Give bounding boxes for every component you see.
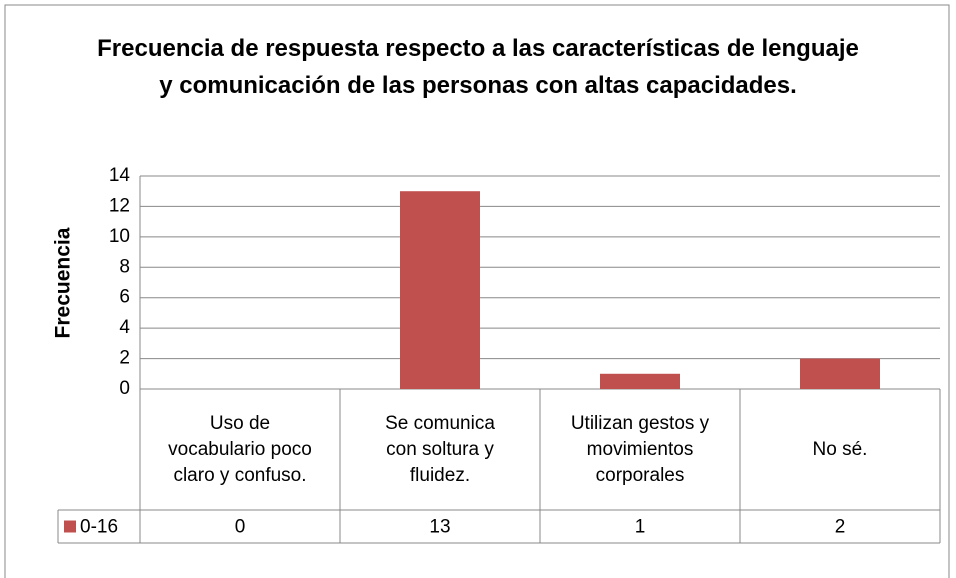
y-tick-label: 0 — [119, 378, 130, 399]
y-axis-label: Frecuencia — [52, 227, 75, 338]
y-tick-label: 6 — [119, 287, 130, 308]
x-tick-label: Utilizan gestos y movimientos corporales — [570, 412, 710, 486]
y-tick-label: 12 — [109, 195, 130, 216]
y-tick-label: 2 — [119, 348, 130, 369]
chart-border — [4, 4, 950, 578]
table-value: 13 — [429, 517, 450, 538]
table-value: 2 — [835, 517, 846, 538]
y-tick-label: 8 — [119, 256, 130, 277]
table-value: 1 — [635, 517, 646, 538]
bar — [400, 191, 480, 389]
chart-title: Frecuencia de respuesta respecto a las c… — [97, 35, 859, 99]
y-tick-label: 10 — [109, 226, 130, 247]
y-tick-label: 14 — [109, 165, 131, 186]
legend-swatch — [64, 520, 76, 533]
x-tick-label: No sé. — [812, 438, 868, 460]
legend-label: 0-16 — [80, 517, 118, 538]
bar — [600, 373, 680, 389]
table-value: 0 — [235, 517, 246, 538]
y-tick-label: 4 — [119, 317, 130, 338]
x-tick-label: Se comunica con soltura y fluidez. — [385, 412, 495, 486]
x-tick-label: Uso de vocabulario poco claro y confuso. — [168, 412, 312, 486]
bar — [800, 358, 880, 389]
